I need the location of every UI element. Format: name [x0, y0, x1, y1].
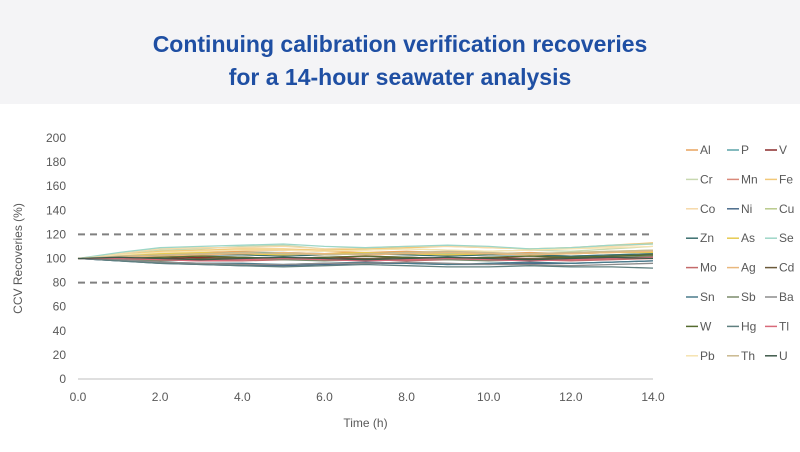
x-tick-label: 6.0 — [316, 390, 333, 404]
x-axis-ticks: 0.0 2.0 4.0 6.0 8.0 10.0 12.0 14.0 — [70, 390, 665, 404]
x-tick-label: 0.0 — [70, 390, 87, 404]
y-axis-label: CCV Recoveries (%) — [11, 203, 25, 314]
legend-item-as: As — [727, 231, 755, 245]
legend-label: Cr — [700, 172, 713, 186]
y-tick-label: 160 — [46, 179, 66, 193]
y-axis-ticks: 0 20 40 60 80 100 120 140 160 180 200 — [46, 131, 66, 386]
legend-item-cr: Cr — [686, 172, 713, 186]
x-tick-label: 8.0 — [398, 390, 415, 404]
x-tick-label: 14.0 — [641, 390, 665, 404]
series-line-se — [77, 243, 654, 260]
y-tick-label: 140 — [46, 203, 66, 217]
legend-item-se: Se — [765, 231, 794, 245]
legend-item-u: U — [765, 349, 788, 363]
y-tick-label: 20 — [53, 348, 67, 362]
series-line-th — [77, 249, 654, 260]
legend-label: Cu — [779, 202, 794, 216]
x-tick-label: 12.0 — [559, 390, 583, 404]
legend-item-hg: Hg — [727, 319, 756, 333]
legend-item-co: Co — [686, 202, 716, 216]
legend-label: Sn — [700, 290, 715, 304]
legend-item-ba: Ba — [765, 290, 794, 304]
legend-item-ag: Ag — [727, 261, 756, 275]
x-axis-label: Time (h) — [343, 416, 387, 430]
x-tick-label: 4.0 — [234, 390, 251, 404]
series-line-pb — [77, 245, 654, 260]
legend-label: Tl — [779, 319, 789, 333]
y-tick-label: 100 — [46, 252, 66, 266]
legend-label: Al — [700, 143, 711, 157]
legend-label: V — [779, 143, 787, 157]
legend-item-w: W — [686, 319, 712, 333]
legend-item-sb: Sb — [727, 290, 756, 304]
legend-label: Th — [741, 349, 755, 363]
legend-label: Zn — [700, 231, 714, 245]
series-line-ag — [77, 250, 654, 260]
series-line-hg — [77, 257, 654, 269]
legend-item-p: P — [727, 143, 749, 157]
legend-label: P — [741, 143, 749, 157]
legend-label: Cd — [779, 261, 794, 275]
legend-item-mo: Mo — [686, 261, 717, 275]
y-tick-label: 200 — [46, 131, 66, 145]
legend-item-v: V — [765, 143, 787, 157]
y-tick-label: 60 — [53, 300, 67, 314]
legend-item-tl: Tl — [765, 319, 789, 333]
x-tick-label: 2.0 — [152, 390, 169, 404]
legend: Al P V Cr Mn Fe Co Ni Cu Zn As Se Mo Ag Cd Sn Sb Ba W Hg Tl P… — [686, 143, 794, 363]
chart-title-line-2: for a 14-hour seawater analysis — [228, 64, 572, 90]
y-tick-label: 40 — [53, 324, 67, 338]
legend-label: Ni — [741, 202, 752, 216]
y-tick-label: 0 — [59, 372, 66, 386]
legend-label: Se — [779, 231, 794, 245]
chart-title-line-1: Continuing calibration verification reco… — [152, 31, 648, 57]
legend-item-cu: Cu — [765, 202, 794, 216]
legend-label: Ba — [779, 290, 794, 304]
legend-label: Mo — [700, 261, 717, 275]
legend-label: Hg — [741, 319, 756, 333]
legend-label: Co — [700, 202, 716, 216]
series-line-tl — [78, 256, 654, 262]
series-lines — [77, 242, 654, 269]
legend-item-mn: Mn — [727, 172, 758, 186]
legend-label: As — [741, 231, 755, 245]
y-tick-label: 180 — [46, 155, 66, 169]
legend-label: U — [779, 349, 788, 363]
series-line-u — [77, 256, 654, 261]
series-line-ba — [77, 257, 654, 267]
legend-label: Ag — [741, 261, 756, 275]
title-banner — [0, 0, 800, 104]
legend-label: Sb — [741, 290, 756, 304]
legend-item-cd: Cd — [765, 261, 794, 275]
legend-label: Pb — [700, 349, 715, 363]
chart-title: Continuing calibration verification reco… — [0, 28, 800, 94]
x-tick-label: 10.0 — [477, 390, 501, 404]
legend-label: Fe — [779, 172, 793, 186]
legend-item-al: Al — [686, 143, 711, 157]
series-line-w — [78, 254, 654, 260]
legend-item-fe: Fe — [765, 172, 793, 186]
legend-item-sn: Sn — [686, 290, 715, 304]
legend-item-th: Th — [727, 349, 755, 363]
legend-label: W — [700, 319, 712, 333]
y-tick-label: 120 — [46, 227, 66, 241]
legend-label: Mn — [741, 172, 758, 186]
legend-item-zn: Zn — [686, 231, 714, 245]
legend-item-ni: Ni — [727, 202, 752, 216]
legend-item-pb: Pb — [686, 349, 715, 363]
y-tick-label: 80 — [53, 276, 67, 290]
